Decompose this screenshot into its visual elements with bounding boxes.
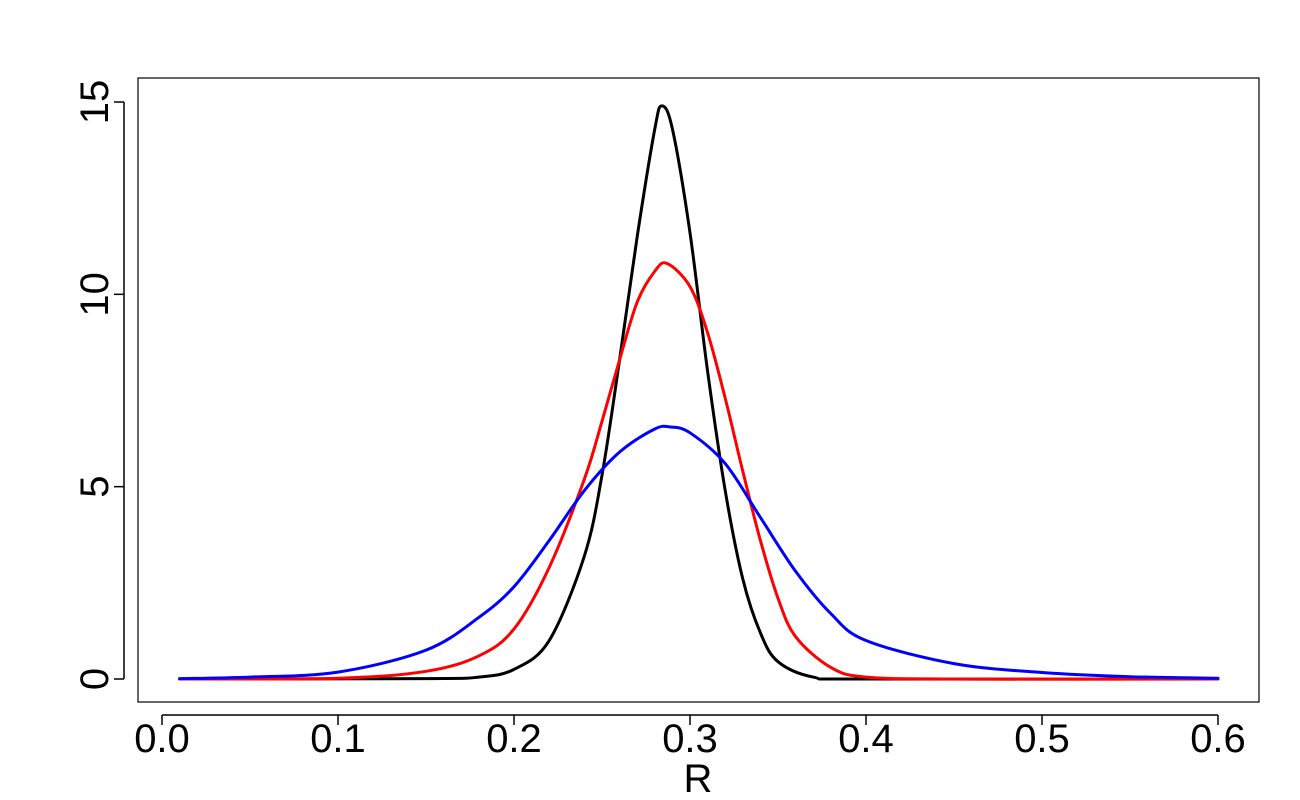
y-tick-label: 15 — [73, 80, 117, 125]
y-tick-label: 5 — [73, 476, 117, 498]
x-tick-label: 0.5 — [1014, 717, 1070, 761]
x-tick-label: 0.4 — [838, 717, 894, 761]
x-axis-title: R — [684, 757, 713, 800]
x-tick-label: 0.2 — [486, 717, 542, 761]
plot-frame — [137, 77, 1260, 703]
series-line-2 — [178, 261, 1220, 681]
x-tick-label: 0.6 — [1190, 717, 1246, 761]
series-line-3 — [178, 424, 1220, 681]
series-layer — [178, 104, 1220, 681]
x-tick-label: 0.3 — [662, 717, 718, 761]
y-axis: 0 5 10 15 — [73, 80, 125, 690]
y-tick-label: 10 — [73, 272, 117, 317]
x-axis: 0.0 0.1 0.2 0.3 0.4 0.5 0.6 — [134, 714, 1246, 761]
x-tick-label: 0.0 — [134, 717, 190, 761]
x-tick-label: 0.1 — [310, 717, 366, 761]
y-tick-label: 0 — [73, 668, 117, 690]
series-line-1 — [178, 104, 1220, 681]
